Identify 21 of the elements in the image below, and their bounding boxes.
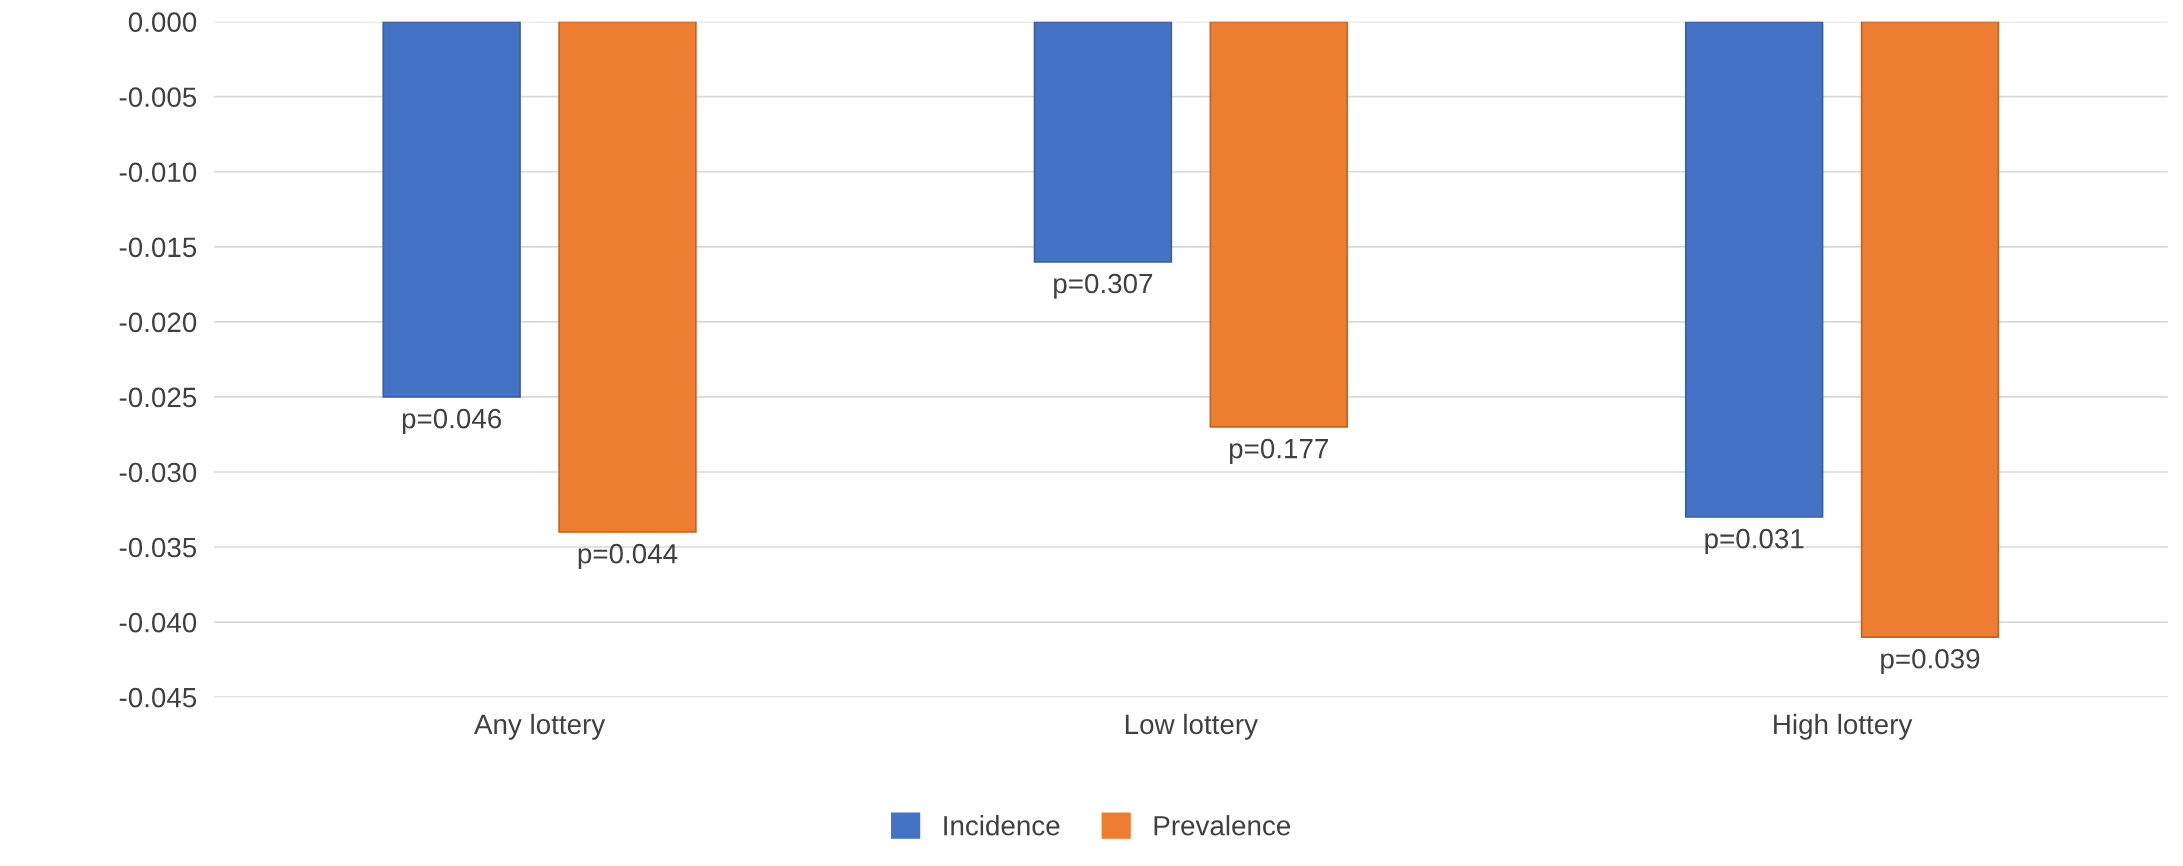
annotation: p=0.177 xyxy=(1229,438,1328,464)
y-tick-label: -0.040 xyxy=(119,612,197,633)
annotation: p=0.031 xyxy=(1705,528,1804,555)
y-tick-label: -0.030 xyxy=(119,462,197,483)
y-tick-label: 0.000 xyxy=(128,12,197,32)
y-tick-label: -0.020 xyxy=(119,312,197,333)
legend-label: Incidence xyxy=(944,815,1060,836)
legend-label: Prevalence xyxy=(1154,815,1291,836)
y-tick-label: -0.035 xyxy=(119,537,197,558)
annotation: p=0.039 xyxy=(1881,648,1980,675)
x-tick-label: Any lottery xyxy=(474,713,606,740)
x-tick-label: Low lottery xyxy=(1125,713,1258,740)
y-tick-label: -0.015 xyxy=(119,237,197,258)
x-tick-label: High lottery xyxy=(1774,713,1913,740)
annotation: p=0.307 xyxy=(1054,273,1153,299)
y-tick-label: -0.005 xyxy=(119,87,197,108)
y-tick-label: -0.010 xyxy=(119,162,197,183)
annotation: p=0.044 xyxy=(578,543,678,570)
y-tick-label: -0.045 xyxy=(119,687,197,708)
y-tick-label: -0.025 xyxy=(119,387,197,408)
annotation: p=0.046 xyxy=(402,408,502,434)
